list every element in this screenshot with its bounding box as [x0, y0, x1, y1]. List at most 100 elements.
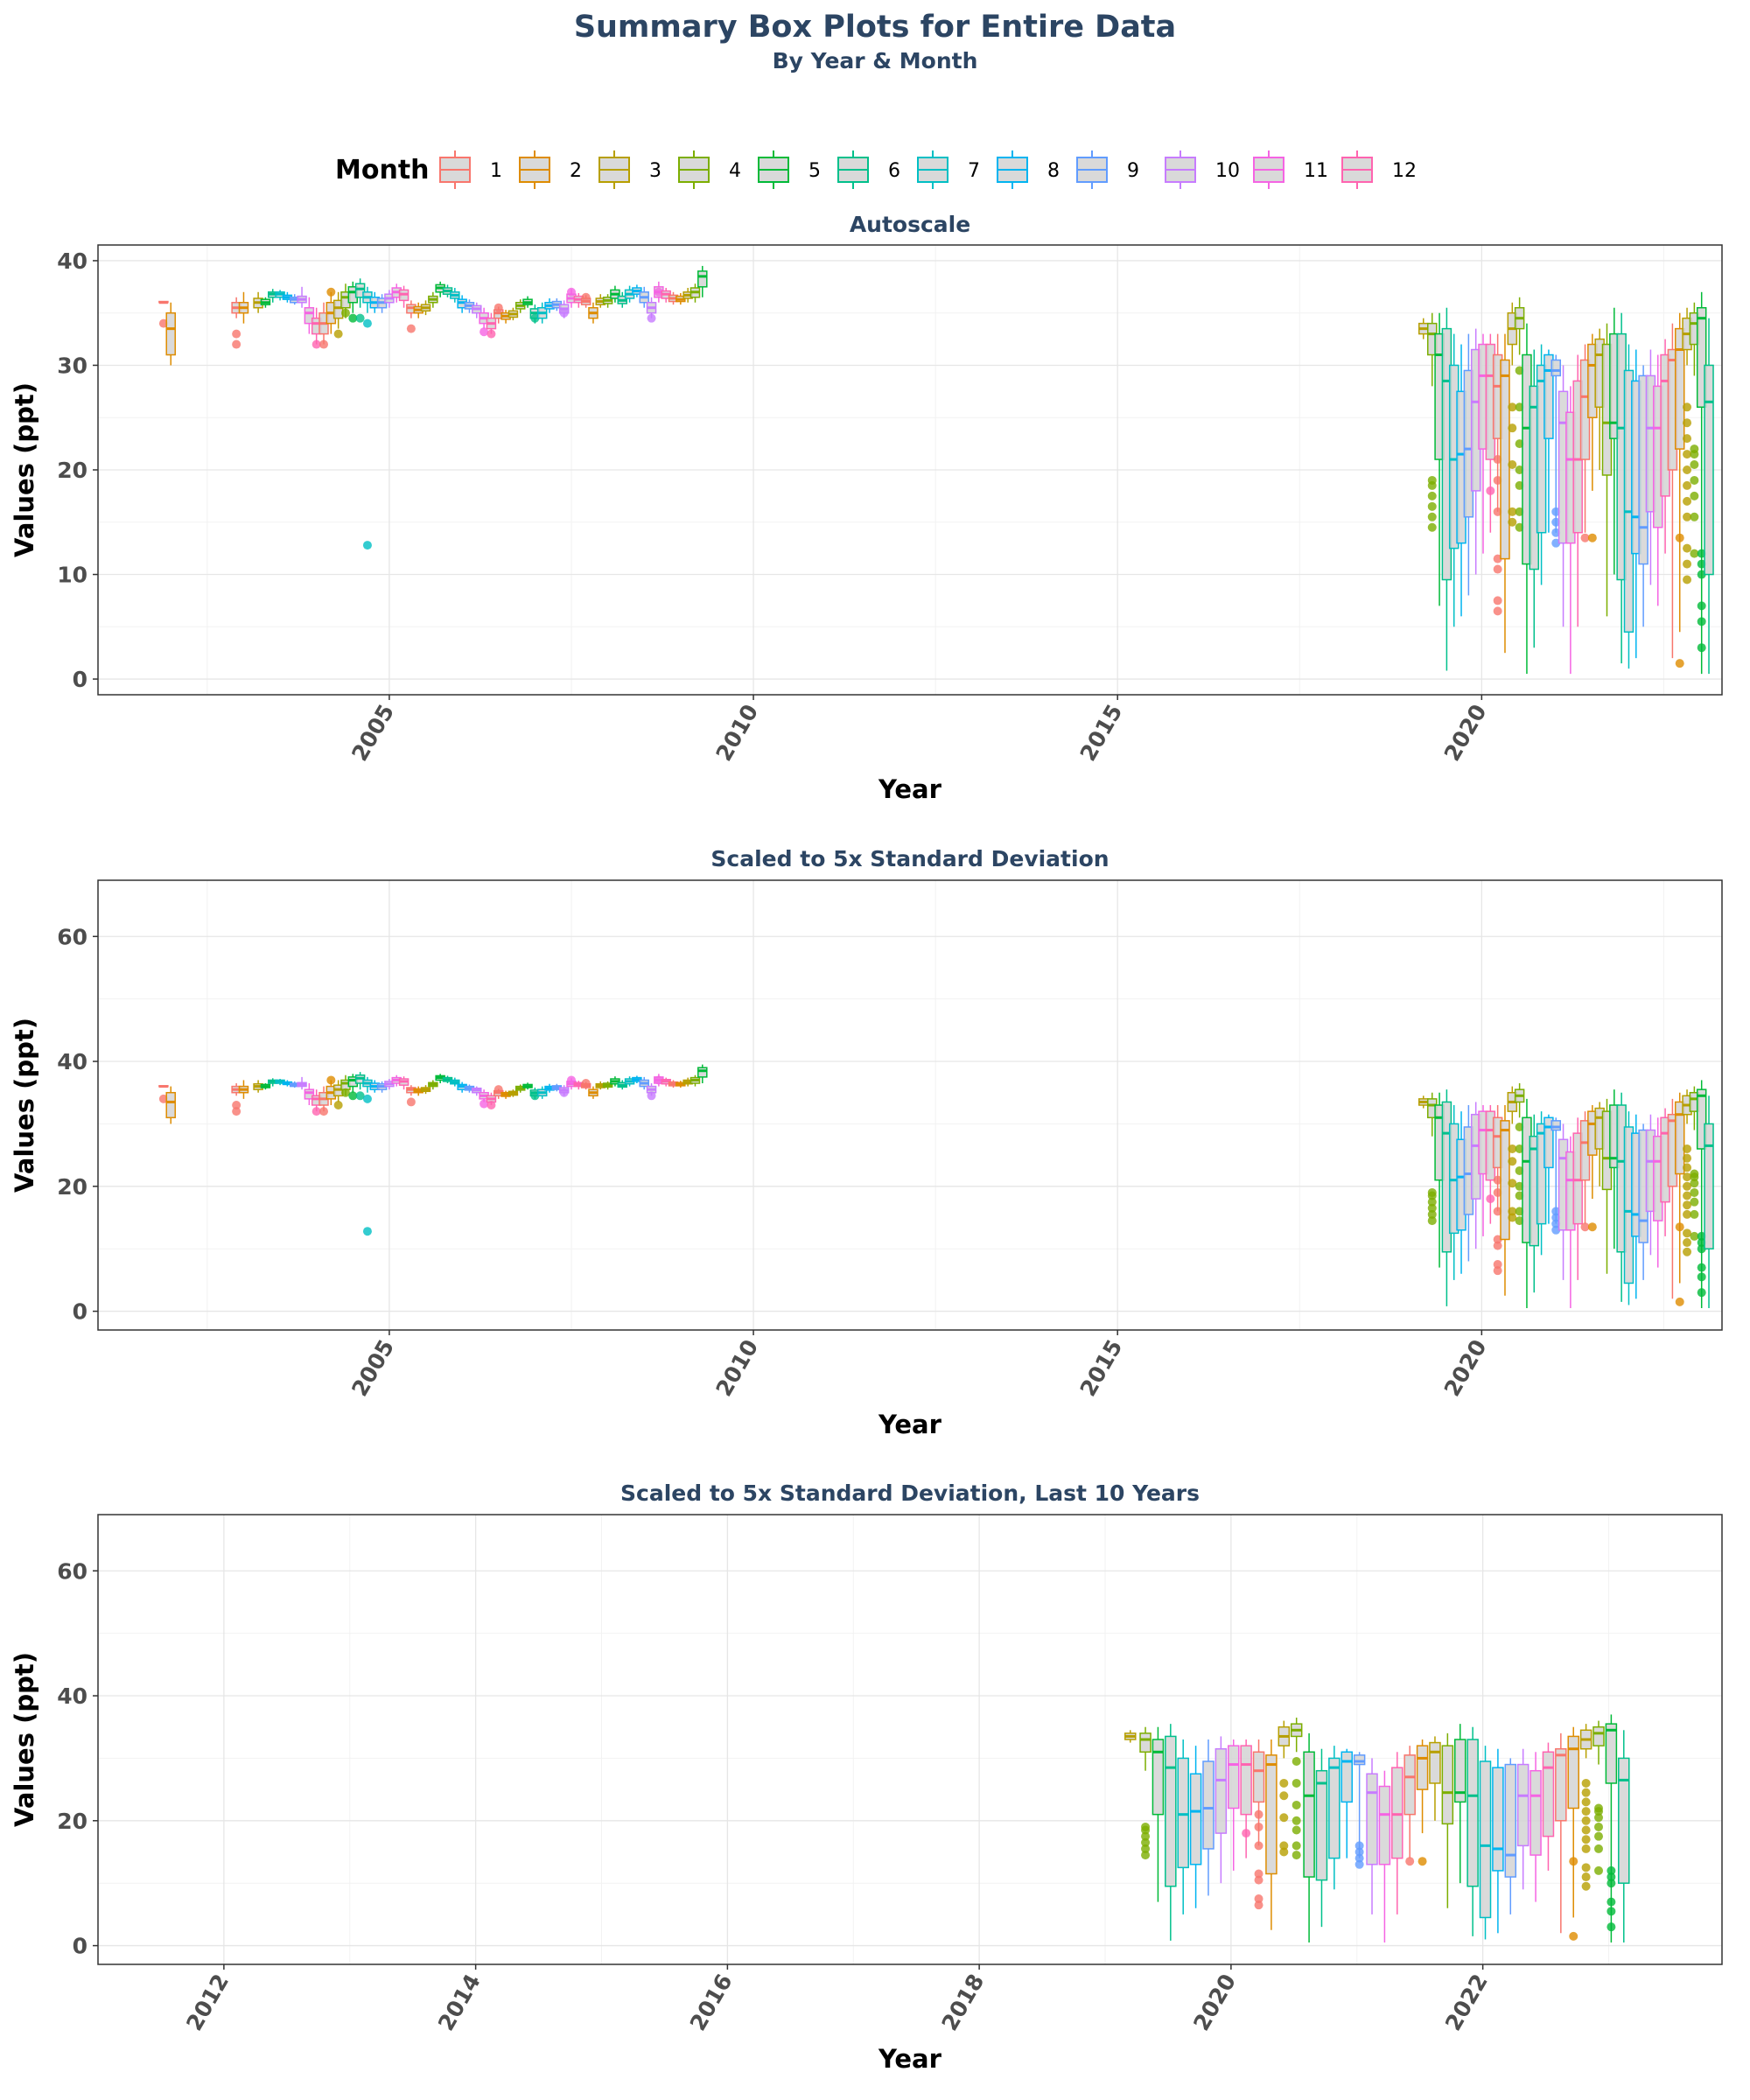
box	[1340, 1748, 1353, 1858]
x-tick-label: 2010	[710, 700, 763, 766]
box-outlier	[1354, 1841, 1364, 1851]
box	[1504, 1758, 1517, 1914]
box	[442, 284, 453, 298]
box-outlier	[1141, 1838, 1151, 1847]
box	[1550, 354, 1561, 548]
box-body	[1228, 1745, 1240, 1810]
box-outlier	[1493, 455, 1502, 465]
box-outlier	[1515, 439, 1524, 449]
box-outlier	[1493, 1260, 1502, 1270]
box-outlier	[1683, 559, 1692, 569]
box-outlier	[654, 287, 663, 297]
box-outlier	[362, 1227, 372, 1236]
box-outlier	[1594, 1866, 1604, 1875]
box-outlier	[1606, 1897, 1616, 1907]
box	[1674, 312, 1685, 668]
box	[514, 1084, 526, 1093]
box-outlier	[1427, 491, 1437, 500]
box-outlier	[486, 1101, 496, 1110]
x-tick-label: 2010	[710, 1335, 763, 1401]
box-outlier	[1427, 501, 1437, 511]
box-outlier	[1569, 1931, 1578, 1941]
box-outlier	[1581, 1825, 1591, 1835]
box-outlier	[1254, 1900, 1264, 1910]
box	[318, 302, 329, 349]
box-body	[1592, 1726, 1605, 1746]
box	[646, 297, 657, 323]
box-outlier	[581, 292, 591, 302]
box-body	[1674, 327, 1685, 450]
box-outlier	[1683, 543, 1692, 553]
box-outlier	[494, 1085, 503, 1095]
box-body	[1366, 1773, 1378, 1866]
box	[486, 312, 497, 339]
box-outlier	[1515, 1122, 1524, 1131]
box	[1682, 1089, 1692, 1256]
box-outlier	[1690, 1231, 1699, 1241]
box-body	[1605, 1723, 1618, 1784]
box-outlier	[1581, 1844, 1591, 1853]
box	[1565, 1136, 1576, 1309]
box	[420, 300, 431, 316]
box	[536, 302, 548, 324]
box-outlier	[1292, 1841, 1301, 1851]
box-outlier	[1515, 507, 1524, 516]
box-outlier	[1486, 486, 1495, 495]
box-outlier	[1279, 1841, 1289, 1851]
box-body	[1530, 1769, 1542, 1856]
box-outlier	[1254, 1875, 1264, 1885]
box-outlier	[348, 313, 358, 323]
box-outlier	[1580, 533, 1590, 542]
box-outlier	[1427, 1197, 1437, 1207]
box-outlier	[1683, 1247, 1692, 1256]
box-body	[1542, 1751, 1555, 1838]
box-outlier	[1697, 643, 1706, 653]
box	[297, 286, 307, 308]
panel-border	[97, 879, 1723, 1331]
box	[398, 1076, 410, 1090]
box	[1328, 1746, 1340, 1890]
box-outlier	[1690, 1169, 1699, 1179]
box-outlier	[362, 541, 372, 550]
legend-label: 1	[490, 160, 502, 182]
box-body	[1674, 1101, 1685, 1175]
box-outlier	[1427, 1216, 1437, 1226]
y-tick-label: 0	[73, 1299, 88, 1325]
boxes	[1124, 1714, 1630, 1943]
box	[617, 291, 627, 308]
box	[238, 291, 249, 324]
box	[1214, 1736, 1228, 1884]
box-body	[1404, 1754, 1416, 1816]
box	[1479, 1746, 1492, 1940]
box-outlier	[1418, 1857, 1427, 1866]
box	[1542, 1742, 1555, 1871]
box-outlier	[1493, 1266, 1502, 1276]
box-outlier	[1606, 1922, 1616, 1932]
box-outlier	[1587, 1222, 1597, 1232]
box-outlier	[1683, 1163, 1692, 1172]
box	[304, 1083, 315, 1105]
box-outlier	[232, 329, 242, 339]
box-outlier	[232, 1101, 242, 1110]
box-outlier	[1493, 1235, 1502, 1244]
box-outlier	[1493, 606, 1502, 616]
box-outlier	[1683, 1191, 1692, 1200]
box-outlier	[1508, 460, 1517, 470]
box	[1485, 1105, 1496, 1224]
box-outlier	[340, 308, 350, 318]
box-outlier	[1292, 1851, 1301, 1860]
box-outlier	[1690, 491, 1699, 500]
box	[238, 1080, 249, 1099]
box	[398, 285, 410, 308]
box	[428, 291, 438, 308]
box-outlier	[1697, 570, 1706, 579]
box-body	[1479, 1760, 1492, 1919]
box	[1530, 1752, 1542, 1902]
box-outlier	[1508, 517, 1517, 527]
box	[450, 1077, 460, 1087]
box-outlier	[1141, 1822, 1151, 1831]
box	[253, 291, 263, 313]
box-outlier	[1683, 1209, 1692, 1219]
box-outlier	[1354, 1859, 1364, 1869]
